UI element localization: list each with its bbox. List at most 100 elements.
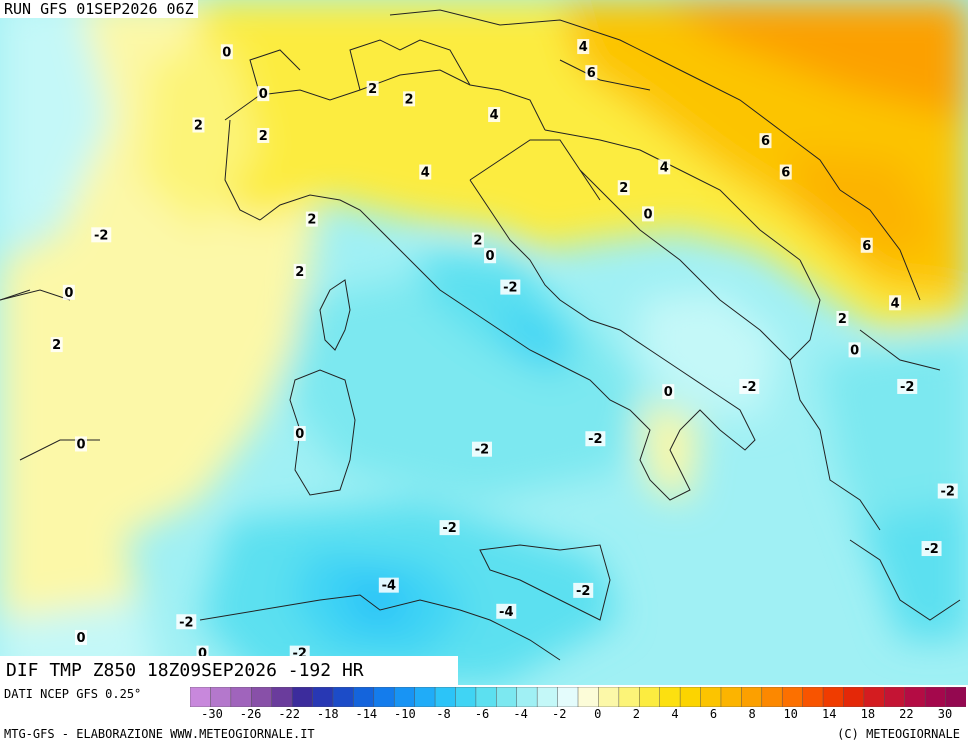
colorbar-swatch xyxy=(434,687,457,707)
colorbar-tick-label: 30 xyxy=(937,707,953,721)
colorbar-tick-label: -8 xyxy=(436,707,451,721)
svg-text:0: 0 xyxy=(222,45,231,60)
contour-label: 2 xyxy=(257,127,270,144)
svg-text:2: 2 xyxy=(405,92,414,107)
svg-text:-4: -4 xyxy=(382,579,396,594)
contour-label: 6 xyxy=(779,164,792,181)
colorbar-swatch xyxy=(924,687,947,707)
colorbar-swatch xyxy=(496,687,518,707)
contour-label: 0 xyxy=(75,629,88,646)
colorbar-ticks: -30 -26 -22 -18 -14 -10 -8 -6 -4 -2 0 2 4 6 8 10 14 18 22 3… xyxy=(0,707,968,723)
contour-label: 0 xyxy=(662,384,675,400)
colorbar-swatch xyxy=(373,687,395,707)
contour-label: 0 xyxy=(220,44,233,60)
svg-text:2: 2 xyxy=(368,82,377,97)
colorbar-swatch xyxy=(271,687,293,707)
svg-text:-2: -2 xyxy=(475,443,489,458)
svg-text:-2: -2 xyxy=(742,380,756,395)
colorbar-tick-label: 22 xyxy=(899,707,914,721)
colorbar-swatch xyxy=(700,687,722,707)
contour-label: 0 xyxy=(642,206,655,222)
anomaly-fill xyxy=(0,0,968,685)
contour-label: -2 xyxy=(739,378,760,395)
contour-label: 0 xyxy=(62,284,75,301)
contour-label: -2 xyxy=(573,582,594,599)
colorbar-swatch xyxy=(884,687,906,707)
colorbar-tick-label: -6 xyxy=(474,707,490,721)
colorbar-swatch xyxy=(577,687,600,707)
contour-label: 2 xyxy=(617,180,630,196)
contour-label: -2 xyxy=(176,614,197,630)
svg-text:-2: -2 xyxy=(94,228,108,243)
contour-label: 4 xyxy=(658,159,671,175)
contour-label: 2 xyxy=(293,263,306,280)
colorbar-swatch xyxy=(781,687,804,707)
colorbar-swatch xyxy=(618,687,641,707)
colorbar-swatch xyxy=(312,687,334,707)
legend-area: DATI NCEP GFS 0.25° -30 -26 -22 -18 -14 -10 -8… xyxy=(0,685,968,745)
colorbar-tick-label: -2 xyxy=(551,707,567,721)
contour-label: 0 xyxy=(293,426,306,442)
contour-label: 6 xyxy=(585,65,598,81)
svg-text:-2: -2 xyxy=(179,615,193,630)
credits-left: MTG-GFS - ELABORAZIONE WWW.METEOGIORNALE… xyxy=(4,727,315,741)
svg-text:0: 0 xyxy=(76,437,85,452)
colorbar-tick-label: 8 xyxy=(748,707,756,721)
svg-text:0: 0 xyxy=(76,631,85,646)
contour-label: -2 xyxy=(585,431,606,447)
data-source-label: DATI NCEP GFS 0.25° xyxy=(4,687,142,701)
svg-text:-2: -2 xyxy=(941,485,955,500)
contour-label: 2 xyxy=(836,310,849,327)
svg-text:6: 6 xyxy=(587,66,596,81)
svg-text:4: 4 xyxy=(421,166,430,181)
colorbar-swatch xyxy=(598,687,620,707)
svg-text:0: 0 xyxy=(295,427,304,442)
svg-text:2: 2 xyxy=(838,312,847,327)
svg-text:2: 2 xyxy=(259,129,268,144)
colorbar-tick-label: -22 xyxy=(278,707,300,721)
svg-text:6: 6 xyxy=(761,134,770,149)
colorbar-swatch xyxy=(945,687,966,707)
colorbar-swatch xyxy=(557,687,579,707)
colorbar-swatch xyxy=(904,687,926,707)
colorbar-tick-label: -18 xyxy=(316,707,339,721)
country-borders xyxy=(0,9,941,371)
colorbar-swatch xyxy=(353,687,375,707)
contour-label: -4 xyxy=(378,577,399,594)
colorbar-swatch xyxy=(679,687,702,707)
colorbar-swatch xyxy=(210,687,232,707)
colorbar-swatch xyxy=(332,687,355,707)
colorbar-swatch xyxy=(720,687,743,707)
colorbar-tick-label: 2 xyxy=(632,707,640,721)
valid-time-label: DIF TMP Z850 18Z09SEP2026 -192 HR xyxy=(0,656,458,685)
colorbar-swatch xyxy=(190,687,212,707)
contour-label: 2 xyxy=(366,80,379,97)
svg-text:0: 0 xyxy=(64,286,73,301)
contour-label: 6 xyxy=(860,237,873,254)
contour-label: 2 xyxy=(50,337,63,353)
contour-label: -2 xyxy=(897,378,918,395)
colorbar-tick-label: 4 xyxy=(671,707,679,721)
svg-text:-2: -2 xyxy=(576,584,590,599)
svg-text:0: 0 xyxy=(644,207,653,222)
svg-text:2: 2 xyxy=(307,213,316,228)
credits-right: (C) METEOGIORNALE xyxy=(837,727,960,741)
contour-label: 0 xyxy=(848,342,861,358)
colorbar-swatch xyxy=(475,687,498,707)
contour-label: 2 xyxy=(305,211,318,228)
svg-text:6: 6 xyxy=(781,166,790,181)
colorbar-tick-label: 18 xyxy=(860,707,876,721)
contour-label: 0 xyxy=(75,436,88,452)
svg-text:2: 2 xyxy=(295,265,304,280)
colorbar-swatch xyxy=(455,687,477,707)
colorbar-tick-label: -26 xyxy=(239,707,262,721)
colorbar-tick-label: -10 xyxy=(394,707,416,721)
colorbar-swatch xyxy=(659,687,681,707)
colorbar-swatch xyxy=(741,687,763,707)
svg-text:4: 4 xyxy=(660,160,669,175)
contour-label: -2 xyxy=(91,227,112,243)
colorbar-swatch xyxy=(761,687,783,707)
svg-text:-4: -4 xyxy=(499,605,513,620)
